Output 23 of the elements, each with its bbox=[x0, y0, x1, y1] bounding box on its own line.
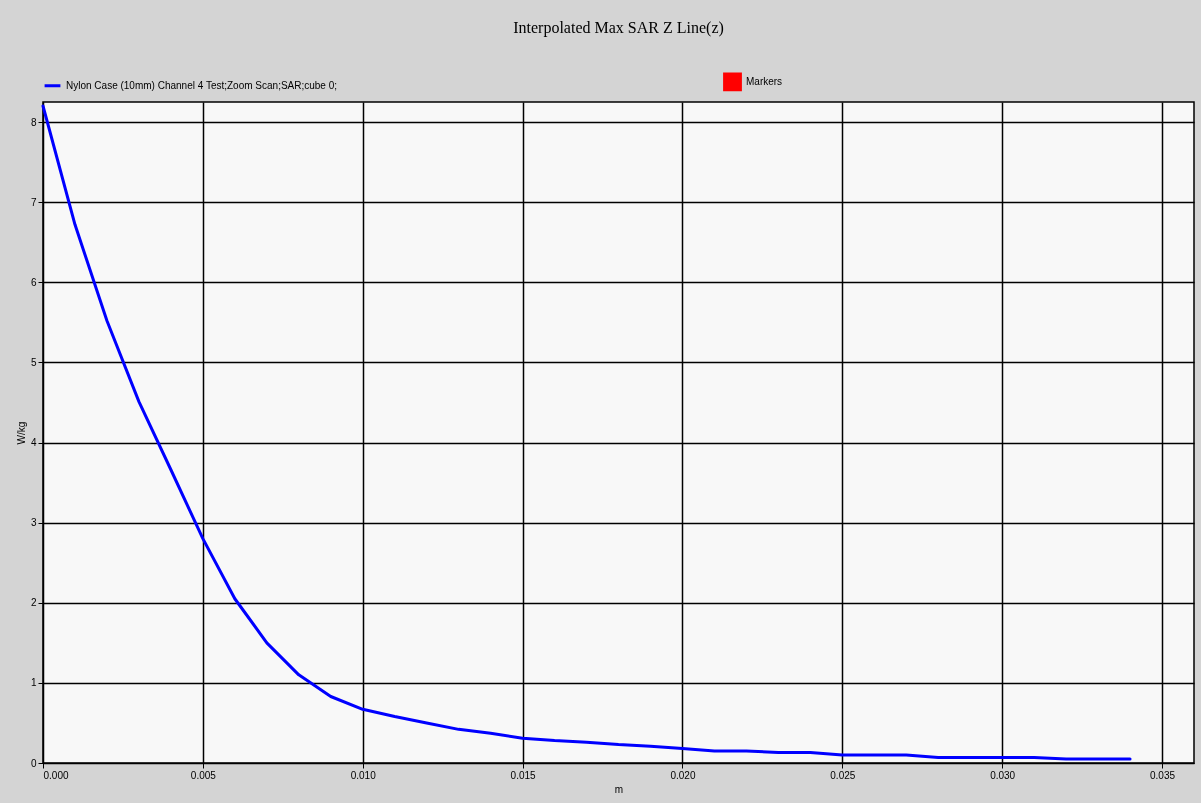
x-tick-label: 0.020 bbox=[670, 769, 696, 781]
x-tick-label: 0.005 bbox=[190, 769, 217, 781]
x-tick-label: 0.015 bbox=[510, 769, 537, 781]
x-tick-label: 0.035 bbox=[1150, 769, 1176, 781]
chart-title: Interpolated Max SAR Z Line(z) bbox=[513, 19, 724, 37]
x-tick-label: 0.000 bbox=[43, 769, 69, 781]
x-tick-label: 0.010 bbox=[350, 769, 377, 781]
y-tick-label: 0 bbox=[30, 757, 37, 769]
y-tick-label: 5 bbox=[30, 356, 37, 368]
y-tick-label: 8 bbox=[30, 116, 37, 128]
y-tick-label: 7 bbox=[30, 196, 37, 208]
x-axis-title: m bbox=[614, 783, 624, 795]
line-series bbox=[41, 104, 1132, 761]
legend-label: Markers bbox=[746, 75, 783, 87]
y-tick-label: 3 bbox=[30, 517, 37, 529]
y-axis-title: W/kg bbox=[15, 421, 27, 445]
y-tick-label: 2 bbox=[30, 597, 37, 609]
y-tick-label: 4 bbox=[30, 437, 37, 449]
legend-label: Nylon Case (10mm) Channel 4 Test;Zoom Scan;SAR;cube 0; bbox=[66, 79, 338, 91]
y-tick-label: 1 bbox=[30, 677, 37, 689]
x-tick-label: 0.030 bbox=[990, 769, 1016, 781]
y-tick-label: 6 bbox=[30, 276, 37, 288]
x-tick-label: 0.025 bbox=[830, 769, 856, 781]
